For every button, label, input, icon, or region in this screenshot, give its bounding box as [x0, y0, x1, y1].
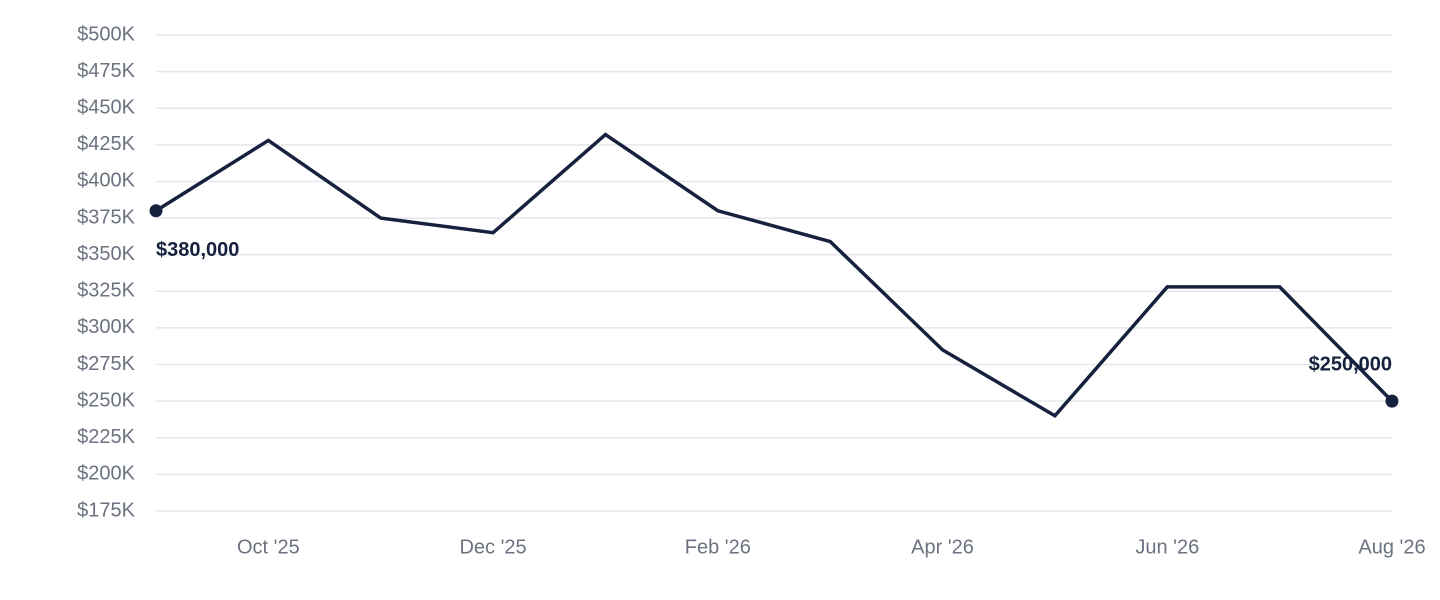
endpoint-dot: [1385, 394, 1399, 408]
x-tick-label: Aug '26: [1358, 536, 1425, 558]
y-tick-label: $375K: [77, 206, 135, 228]
y-tick-label: $250K: [77, 389, 135, 411]
x-tick-label: Feb '26: [685, 536, 751, 558]
y-tick-label: $350K: [77, 243, 135, 265]
x-tick-label: Dec '25: [459, 536, 526, 558]
y-tick-label: $325K: [77, 280, 135, 302]
line: [155, 132, 1394, 419]
y-tick-label: $300K: [77, 316, 135, 338]
y-tick-label: $200K: [77, 463, 135, 485]
y-tick-label: $400K: [77, 170, 135, 192]
endpoint-dot: [149, 204, 163, 218]
y-tick-label: $275K: [77, 353, 135, 375]
y-tick-label: $225K: [77, 426, 135, 448]
x-tick-label: Oct '25: [237, 536, 300, 558]
data-label: $380,000: [156, 239, 239, 261]
data-label: $250,000: [1309, 353, 1392, 375]
y-tick-label: $500K: [77, 23, 135, 45]
x-tick-label: Jun '26: [1135, 536, 1199, 558]
y-tick-label: $450K: [77, 97, 135, 119]
y-tick-label: $175K: [77, 499, 135, 521]
y-tick-label: $475K: [77, 60, 135, 82]
x-tick-label: Apr '26: [911, 536, 974, 558]
y-tick-label: $425K: [77, 133, 135, 155]
